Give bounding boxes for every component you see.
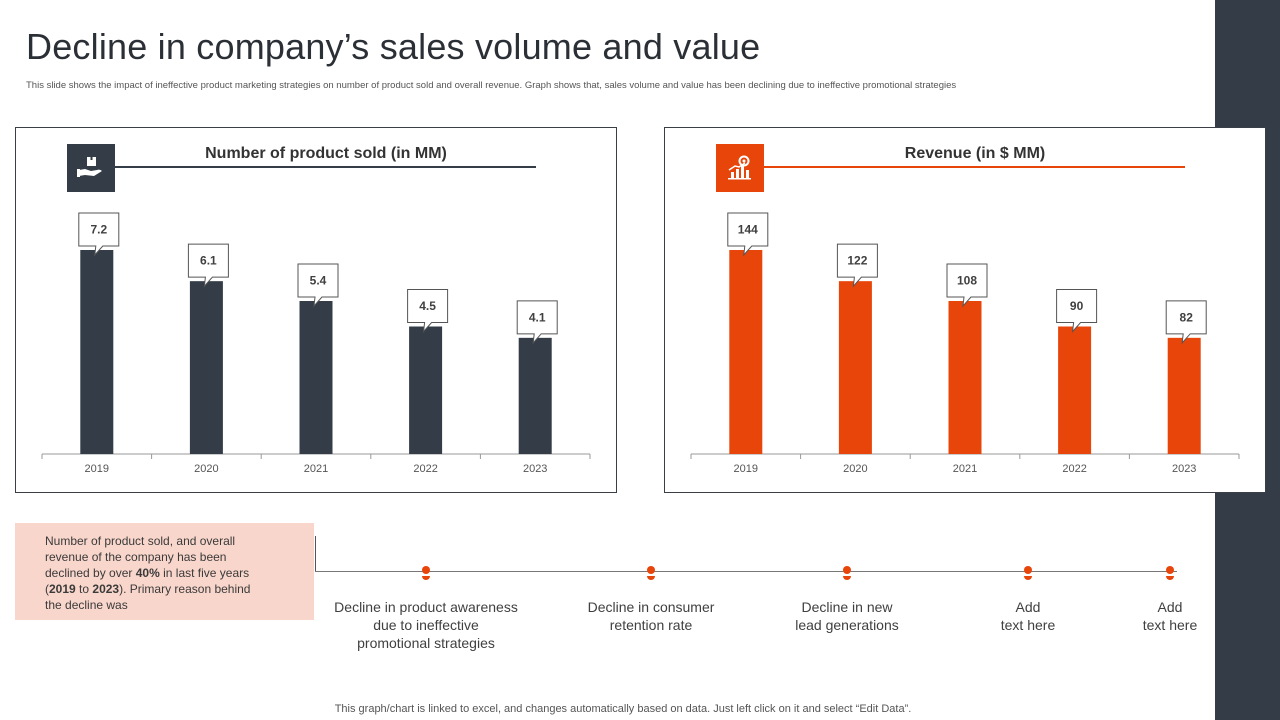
summary-line: the decline was (45, 598, 128, 612)
title-underline (115, 166, 536, 168)
timeline-dot (647, 576, 655, 580)
data-label: 5.4 (310, 274, 327, 288)
timeline-label-line: due to ineffective (373, 617, 479, 633)
timeline-start-tick (315, 536, 316, 572)
data-label: 7.2 (90, 223, 107, 237)
bar (518, 337, 552, 454)
end-year: 2023 (92, 582, 120, 596)
bar-chart-products[interactable]: 7.2 2019 6.1 2020 5.4 2021 4.5 2022 4.1 2023 (16, 128, 618, 494)
timeline-label-line: Decline in product awareness (334, 599, 518, 615)
timeline-dot (1024, 576, 1032, 580)
x-tick-label: 2022 (413, 463, 437, 475)
timeline-label-line: text here (1142, 617, 1198, 633)
bar-chart-revenue[interactable]: 144 2019 122 2020 108 2021 90 2022 82 2023 (665, 128, 1267, 494)
timeline-label-5[interactable]: Add text here (1120, 598, 1220, 634)
timeline-label-line: Decline in consumer (587, 599, 715, 615)
data-label-callout (836, 243, 878, 288)
timeline-label-3[interactable]: Decline in new lead generations (772, 598, 922, 634)
x-tick-label: 2023 (1172, 463, 1196, 475)
data-label-callout (407, 289, 449, 334)
start-year: 2019 (49, 582, 76, 596)
timeline-label-line: Add (1157, 599, 1183, 615)
bar (299, 301, 333, 454)
summary-text: to (75, 582, 93, 596)
data-label-callout (297, 263, 339, 308)
timeline-dot (843, 576, 851, 580)
data-label: 6.1 (200, 254, 217, 268)
data-label: 4.5 (419, 299, 436, 313)
chart-panel-revenue[interactable]: Revenue (in $ MM) 144 2019 122 2020 108 2021 9… (664, 127, 1266, 493)
data-label: 4.1 (529, 310, 546, 324)
data-label: 82 (1180, 310, 1194, 324)
timeline-dot (1024, 566, 1032, 574)
timeline-dot (422, 576, 430, 580)
title-underline (764, 166, 1185, 168)
chart-panel-products[interactable]: Number of product sold (in MM) 7.2 2019 6.… (15, 127, 617, 493)
x-tick-label: 2020 (194, 463, 218, 475)
timeline-label-4[interactable]: Add text here (978, 598, 1078, 634)
bar (1167, 337, 1201, 454)
data-label-callout (78, 212, 120, 257)
bar (80, 250, 114, 454)
summary-line: declined by over 40% in last five years (45, 565, 296, 581)
footer-text: This graph/chart is linked to excel, and… (334, 703, 912, 715)
timeline-dot (647, 566, 655, 574)
summary-text: ). Primary reason behind (119, 582, 251, 596)
x-tick-label: 2019 (85, 463, 109, 475)
timeline-label-line: promotional strategies (357, 635, 495, 651)
data-label-callout (727, 212, 769, 257)
data-label-callout (1056, 289, 1098, 334)
x-tick-label: 2021 (304, 463, 328, 475)
timeline-label-1[interactable]: Decline in product awareness due to inef… (326, 598, 526, 652)
x-tick-label: 2023 (523, 463, 547, 475)
x-tick-label: 2019 (734, 463, 758, 475)
hand-holding-box-icon (67, 144, 115, 192)
data-label: 90 (1070, 299, 1084, 313)
decline-percent: 40% (135, 566, 160, 580)
data-label: 108 (957, 274, 977, 288)
timeline-dot (843, 566, 851, 574)
summary-line: (2019 to 2023). Primary reason behind (45, 581, 296, 597)
summary-line: Number of product sold, and overall (45, 534, 236, 548)
summary-text: ( (45, 582, 49, 596)
timeline-label-2[interactable]: Decline in consumer retention rate (561, 598, 741, 634)
x-tick-label: 2021 (953, 463, 977, 475)
x-tick-label: 2022 (1062, 463, 1086, 475)
timeline-label-line: Add (1015, 599, 1041, 615)
bar (838, 281, 872, 454)
bar (729, 250, 763, 454)
timeline-label-line: lead generations (795, 617, 899, 633)
data-label: 122 (847, 254, 867, 268)
bar (948, 301, 982, 454)
timeline-label-line: retention rate (609, 617, 693, 633)
data-label-callout (946, 263, 988, 308)
data-label: 144 (738, 223, 758, 237)
summary-line: revenue of the company has been (45, 550, 227, 564)
chart-title: Revenue (in $ MM) (904, 145, 1046, 162)
timeline-label-line: Decline in new (801, 599, 893, 615)
bar (189, 281, 223, 454)
page-subtitle: This slide shows the impact of ineffecti… (26, 80, 957, 91)
timeline-label-line: text here (1000, 617, 1056, 633)
timeline-dot (1166, 576, 1174, 580)
summary-box: Number of product sold, and overall reve… (15, 523, 314, 620)
data-label-callout (516, 300, 558, 345)
timeline-line (315, 571, 1177, 572)
bar (1058, 326, 1092, 454)
chart-title: Number of product sold (in MM) (205, 145, 447, 162)
page-title: Decline in company’s sales volume and va… (26, 26, 761, 67)
x-tick-label: 2020 (843, 463, 867, 475)
data-label-callout (1165, 300, 1207, 345)
bar (409, 326, 443, 454)
summary-text: declined by over (45, 566, 136, 580)
data-label-callout (187, 243, 229, 288)
footer-note: This graph/chart is linked to excel, and… (0, 703, 1280, 715)
timeline-dot (422, 566, 430, 574)
growth-chart-gear-icon (716, 144, 764, 192)
timeline-dot (1166, 566, 1174, 574)
summary-text: in last five years (159, 566, 250, 580)
